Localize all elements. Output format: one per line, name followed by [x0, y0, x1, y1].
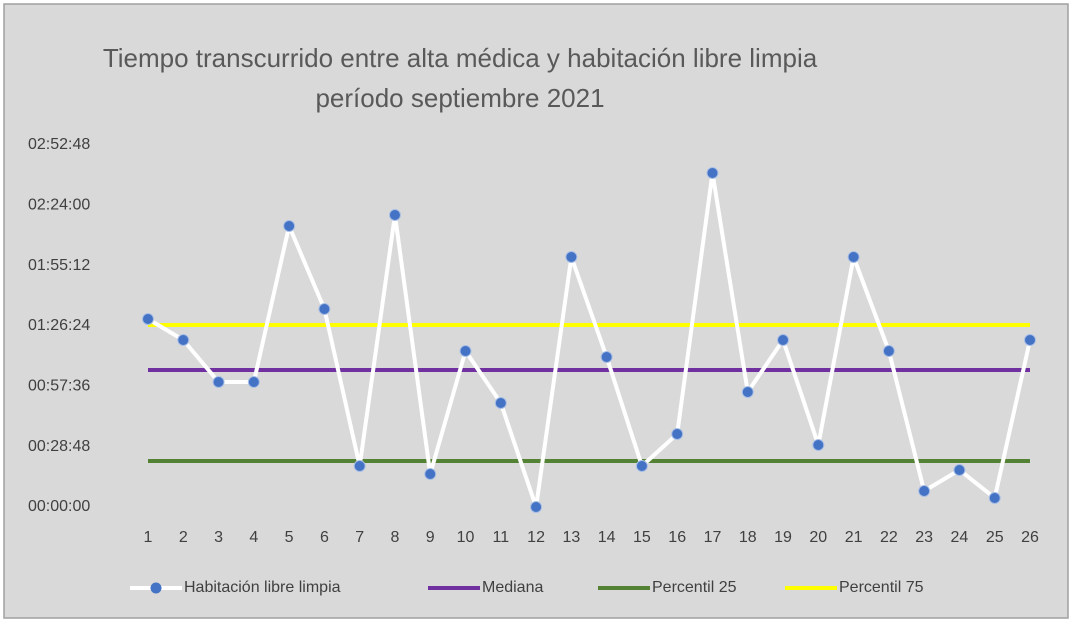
data-point: [671, 427, 684, 440]
data-point: [318, 302, 331, 315]
data-point: [424, 468, 437, 481]
data-point: [918, 485, 931, 498]
x-tick-label: 23: [915, 529, 933, 546]
data-point: [530, 501, 543, 513]
legend-label: Percentil 75: [839, 579, 924, 596]
data-point: [212, 376, 225, 389]
x-tick-label: 2: [179, 529, 188, 546]
data-point: [706, 167, 719, 180]
data-point: [353, 460, 366, 473]
x-tick-label: 1: [144, 529, 153, 546]
x-tick-label: 9: [426, 529, 435, 546]
y-tick-label: 00:28:48: [28, 438, 90, 455]
data-point: [600, 351, 613, 364]
x-tick-label: 11: [492, 529, 509, 546]
x-tick-label: 7: [355, 529, 364, 546]
data-point: [635, 460, 648, 473]
x-tick-label: 10: [457, 529, 475, 546]
data-point: [882, 344, 895, 357]
data-point: [1024, 334, 1036, 347]
x-tick-label: 8: [391, 529, 400, 546]
x-tick-label: 6: [320, 529, 329, 546]
data-point: [388, 209, 401, 222]
legend-label: Mediana: [482, 579, 543, 596]
x-tick-label: 14: [598, 529, 616, 546]
data-point: [247, 376, 260, 389]
y-tick-label: 02:24:00: [28, 197, 90, 214]
data-point: [741, 385, 754, 398]
data-point: [494, 396, 507, 409]
data-point: [283, 220, 296, 233]
x-tick-label: 26: [1021, 529, 1039, 546]
legend-label: Habitación libre limpia: [184, 579, 341, 596]
data-point: [777, 334, 790, 347]
y-tick-label: 00:00:00: [28, 498, 90, 515]
data-point: [953, 463, 966, 476]
x-tick-label: 5: [285, 529, 294, 546]
x-tick-label: 22: [880, 529, 898, 546]
x-tick-label: 18: [739, 529, 757, 546]
data-point: [565, 251, 578, 264]
legend-label: Percentil 25: [652, 579, 737, 596]
x-tick-label: 13: [562, 529, 580, 546]
x-tick-label: 25: [986, 529, 1004, 546]
x-tick-label: 19: [774, 529, 792, 546]
x-tick-label: 12: [527, 529, 545, 546]
x-tick-label: 20: [809, 529, 827, 546]
data-point: [812, 438, 825, 451]
x-tick-label: 24: [951, 529, 969, 546]
x-tick-label: 21: [845, 529, 863, 546]
x-tick-label: 16: [668, 529, 686, 546]
data-point: [142, 312, 154, 325]
chart-frame: [3, 3, 1069, 619]
data-point: [847, 251, 860, 264]
x-tick-label: 17: [704, 529, 722, 546]
y-tick-label: 00:57:36: [28, 378, 90, 395]
x-tick-label: 4: [249, 529, 258, 546]
legend-marker: [150, 582, 162, 594]
series-line: [146, 171, 1032, 509]
y-tick-label: 01:26:24: [28, 317, 90, 334]
data-point: [459, 344, 472, 357]
x-tick-label: 15: [633, 529, 651, 546]
chart-title: Tiempo transcurrido entre alta médica y …: [102, 43, 818, 113]
y-tick-label: 01:55:12: [28, 257, 90, 274]
x-tick-label: 3: [214, 529, 223, 546]
data-point: [988, 491, 1001, 504]
y-tick-label: 02:52:48: [28, 136, 90, 153]
data-point: [177, 334, 190, 347]
